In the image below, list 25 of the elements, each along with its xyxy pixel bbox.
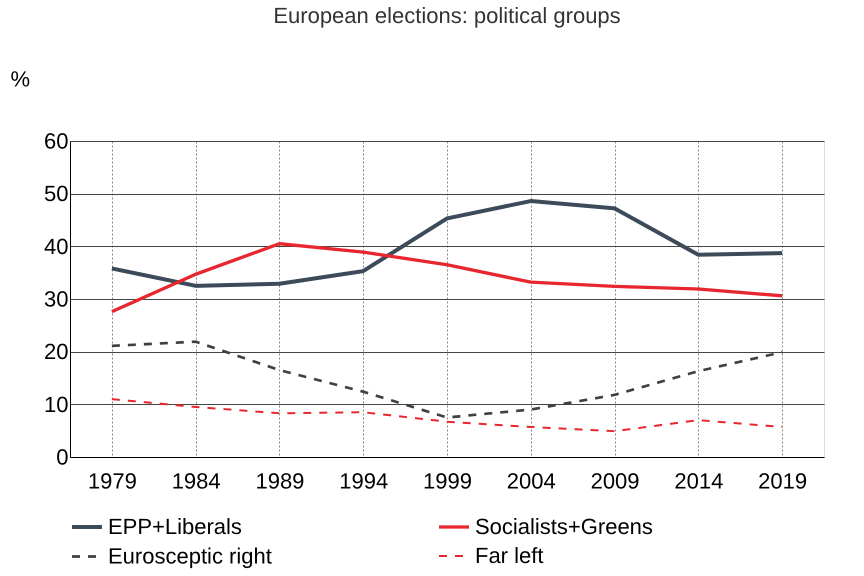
x-tick-label: 1989: [255, 468, 304, 494]
y-axis-title: %: [10, 66, 30, 92]
legend-label: Far left: [475, 543, 544, 568]
legend-label: Eurosceptic right: [108, 544, 272, 568]
y-tick-label: 60: [44, 128, 68, 154]
x-tick-label: 2014: [674, 468, 724, 494]
line-series: [110, 242, 784, 314]
y-tick-label: 40: [44, 234, 68, 259]
y-tick-label: 30: [44, 286, 68, 312]
x-tick-label: 2019: [758, 468, 808, 494]
legend-label: Socialists+Greens: [475, 514, 653, 539]
x-tick-label: 2004: [506, 468, 556, 494]
chart-title: European elections: political groups: [273, 3, 621, 28]
x-tick-label: 1999: [423, 468, 472, 494]
x-tick-label: 1979: [88, 468, 137, 494]
y-tick-label: 0: [56, 444, 68, 470]
y-tick-label: 10: [44, 392, 68, 417]
legend-label: EPP+Liberals: [108, 514, 242, 539]
x-tick-label: 1994: [339, 468, 388, 494]
line-series: [110, 199, 784, 288]
y-tick-label: 20: [44, 339, 68, 364]
x-tick-label: 1984: [172, 468, 221, 494]
y-tick-label: 50: [44, 181, 68, 206]
line-series: [110, 398, 784, 432]
x-tick-label: 2009: [590, 468, 640, 494]
